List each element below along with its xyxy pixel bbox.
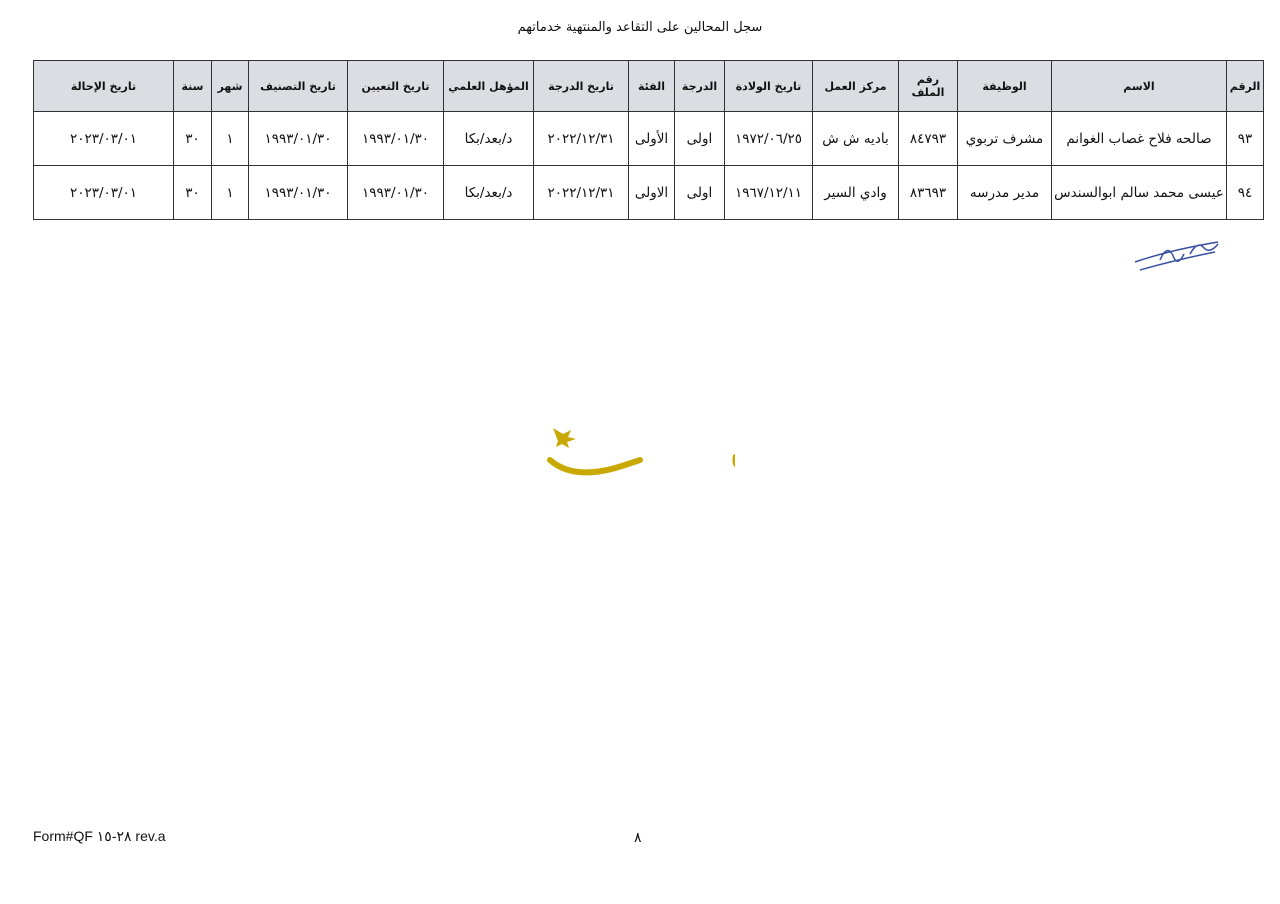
table-cell: ١ <box>211 111 249 166</box>
bird-icon <box>553 428 576 448</box>
column-header: رقم الملف <box>898 60 958 112</box>
table-cell: مشرف تربوي <box>957 111 1052 166</box>
table-cell: ٨٣٦٩٣ <box>898 165 958 220</box>
table-cell: عيسى محمد سالم ابوالسندس <box>1051 165 1227 220</box>
table-cell: ١٩٩٣/٠١/٣٠ <box>248 111 348 166</box>
column-header: تاريخ التصنيف <box>248 60 348 112</box>
table-cell: د/بعد/بكا <box>443 165 534 220</box>
table-cell: الاولى <box>628 165 675 220</box>
handwritten-signature <box>1134 241 1219 271</box>
column-header: سنة <box>173 60 212 112</box>
document-title: سجل المحالين على التقاعد والمنتهية خدمات… <box>517 20 763 35</box>
column-header: تاريخ الدرجة <box>533 60 629 112</box>
table-cell: ١٩٧٢/٠٦/٢٥ <box>724 111 813 166</box>
table-cell: د/بعد/بكا <box>443 111 534 166</box>
table-cell: ١٩٦٧/١٢/١١ <box>724 165 813 220</box>
table-cell: ٢٠٢٣/٠٣/٠١ <box>33 165 174 220</box>
table-cell: ٨٤٧٩٣ <box>898 111 958 166</box>
form-number: Form#QF ٢٨-١٥ rev.a <box>33 828 166 844</box>
column-header: الوظيفة <box>957 60 1052 112</box>
table-cell: الأولى <box>628 111 675 166</box>
column-header: شهر <box>211 60 249 112</box>
table-cell: ١ <box>211 165 249 220</box>
table-cell: مدير مدرسه <box>957 165 1052 220</box>
table-row: ٩٤ عيسى محمد سالم ابوالسندس مدير مدرسه ٨٣٦٩… <box>33 165 1264 220</box>
column-header: المؤهل العلمي <box>443 60 534 112</box>
table-header-row: الرقم الاسم الوظيفة رقم الملف مركز العمل تاري… <box>33 60 1264 112</box>
column-header: الفئة <box>628 60 675 112</box>
page-number: ٨ <box>634 830 642 846</box>
table-cell: اولى <box>674 165 725 220</box>
table-cell: باديه ش ش <box>812 111 899 166</box>
table-cell: وادي السير <box>812 165 899 220</box>
table-cell: ٣٠ <box>173 111 212 166</box>
table-cell: ٢٠٢٢/١٢/٣١ <box>533 165 629 220</box>
table-cell: ١٩٩٣/٠١/٣٠ <box>248 165 348 220</box>
table-cell: ٢٠٢٣/٠٣/٠١ <box>33 111 174 166</box>
retirees-table: الرقم الاسم الوظيفة رقم الملف مركز العمل تاري… <box>33 60 1264 220</box>
table-row: ٩٣ صالحه فلاح غصاب الغوانم مشرف تربوي ٨٤٧٩٣… <box>33 111 1264 166</box>
table-cell: ٩٤ <box>1226 165 1264 220</box>
table-cell: ١٩٩٣/٠١/٣٠ <box>347 165 444 220</box>
column-header: تاريخ الولادة <box>724 60 813 112</box>
column-header: الدرجة <box>674 60 725 112</box>
logo-text: عمون <box>730 428 735 474</box>
column-header: تاريخ الإحالة <box>33 60 174 112</box>
table-cell: صالحه فلاح غصاب الغوانم <box>1051 111 1227 166</box>
table-cell: ٩٣ <box>1226 111 1264 166</box>
table-cell: ١٩٩٣/٠١/٣٠ <box>347 111 444 166</box>
column-header: الاسم <box>1051 60 1227 112</box>
table-cell: اولى <box>674 111 725 166</box>
table-cell: ٣٠ <box>173 165 212 220</box>
ammon-logo-watermark: عمون <box>547 428 735 476</box>
column-header: مركز العمل <box>812 60 899 112</box>
column-header: الرقم <box>1226 60 1264 112</box>
table-cell: ٢٠٢٢/١٢/٣١ <box>533 111 629 166</box>
column-header: تاريخ التعيين <box>347 60 444 112</box>
